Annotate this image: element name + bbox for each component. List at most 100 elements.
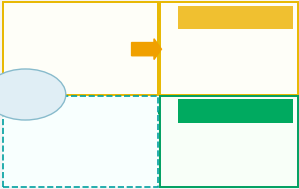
ICP-MS — [79, 150, 83, 152]
ICP-MS — [69, 112, 72, 114]
Line: MALS: MALS — [52, 113, 133, 167]
MALS — [54, 165, 58, 167]
MALS — [63, 144, 66, 147]
Bar — [181, 157, 186, 176]
Bar — [61, 59, 69, 80]
ICP-MS — [63, 139, 66, 141]
Bar — [190, 56, 199, 82]
Text: Fraction >35 nm: Fraction >35 nm — [200, 106, 271, 115]
Bar — [214, 124, 219, 176]
ICP-MS — [116, 165, 120, 167]
Bar — [88, 78, 96, 80]
Bar — [52, 102, 74, 167]
Bar — [261, 165, 266, 176]
MALS — [81, 146, 84, 149]
ICP-MS — [111, 165, 115, 167]
Text: Fraction <35 nm: Fraction <35 nm — [200, 13, 271, 22]
ICP-MS — [59, 155, 62, 158]
MALS — [61, 154, 64, 156]
ICP-MS — [91, 161, 94, 163]
MALS — [131, 166, 135, 168]
Bar — [221, 48, 229, 82]
Bar — [200, 20, 209, 82]
MALS — [75, 123, 78, 125]
ICP-MS — [106, 164, 110, 166]
MALS — [77, 132, 80, 134]
ICP-MS — [96, 162, 100, 164]
ICP-MS — [54, 164, 58, 166]
Bar — [262, 81, 270, 82]
Bar — [221, 130, 226, 176]
ICP-MS — [101, 163, 105, 165]
Bar — [241, 150, 246, 176]
X-axis label: Particle size (nm): Particle size (nm) — [211, 92, 249, 96]
Bar — [231, 65, 240, 82]
Bar — [208, 119, 213, 176]
MALS — [79, 140, 83, 143]
ICP-MS — [131, 166, 135, 168]
X-axis label: Particle size (nm): Particle size (nm) — [69, 90, 107, 94]
Bar — [251, 80, 260, 82]
ICP-MS — [77, 144, 80, 147]
ICP-MS — [67, 119, 70, 121]
X-axis label: Time (min): Time (min) — [81, 177, 104, 181]
Bar — [74, 165, 133, 167]
MALS — [106, 163, 110, 165]
ICP-MS — [71, 116, 74, 118]
MALS — [53, 166, 56, 168]
ICP-MS — [121, 165, 125, 168]
MALS — [121, 165, 125, 167]
ICP-MS — [81, 154, 84, 156]
Bar — [194, 119, 200, 176]
MALS — [73, 115, 76, 117]
MALS — [86, 155, 89, 158]
MALS — [51, 166, 54, 168]
MALS — [83, 151, 86, 153]
Bar — [97, 79, 105, 80]
Y-axis label: Normalised frequency: Normalised frequency — [35, 23, 39, 71]
MALS — [91, 158, 94, 160]
Bar — [187, 132, 193, 176]
Bar — [174, 170, 180, 176]
Bar — [234, 146, 239, 176]
Text: AF4/MALS/ICP-MS: AF4/MALS/ICP-MS — [46, 178, 115, 184]
ICP-MS — [86, 159, 89, 161]
Legend: ICP-MS, MALS: ICP-MS, MALS — [115, 104, 132, 115]
ICP-MS — [126, 166, 130, 168]
Bar — [79, 76, 87, 80]
ICP-MS — [65, 128, 68, 130]
MALS — [116, 165, 120, 167]
ICP-MS — [73, 125, 76, 128]
Text: Fraction <35 nm: Fraction <35 nm — [57, 107, 88, 111]
MALS — [101, 162, 105, 164]
Line: ICP-MS: ICP-MS — [52, 113, 133, 167]
Y-axis label: Diameter (nm): Diameter (nm) — [145, 120, 150, 149]
Bar — [228, 139, 233, 176]
ICP-MS — [61, 150, 64, 152]
MALS — [67, 124, 70, 126]
Y-axis label: ICP-MS / MALS signals: ICP-MS / MALS signals — [36, 113, 40, 156]
ICP-MS — [51, 166, 54, 168]
Text: E171: E171 — [10, 86, 41, 96]
Bar — [281, 174, 286, 176]
X-axis label: Particle size (nm): Particle size (nm) — [211, 185, 249, 189]
MALS — [111, 164, 115, 166]
Bar — [180, 75, 189, 82]
Bar — [268, 169, 273, 176]
Y-axis label: Normalised frequency: Normalised frequency — [152, 22, 156, 70]
Text: Fraction >35 nm: Fraction >35 nm — [83, 157, 114, 161]
MALS — [96, 160, 100, 163]
MALS — [71, 112, 74, 114]
ICP-MS — [53, 165, 56, 168]
Y-axis label: Normalised frequency: Normalised frequency — [152, 117, 156, 165]
Bar — [56, 13, 59, 80]
MALS — [126, 166, 130, 168]
Bar — [74, 102, 133, 167]
MALS — [65, 133, 68, 136]
Bar — [248, 156, 253, 176]
Bar — [52, 20, 60, 80]
ICP-MS — [75, 136, 78, 139]
ICP-MS — [57, 161, 60, 163]
Bar — [274, 172, 280, 176]
Bar — [241, 77, 250, 82]
